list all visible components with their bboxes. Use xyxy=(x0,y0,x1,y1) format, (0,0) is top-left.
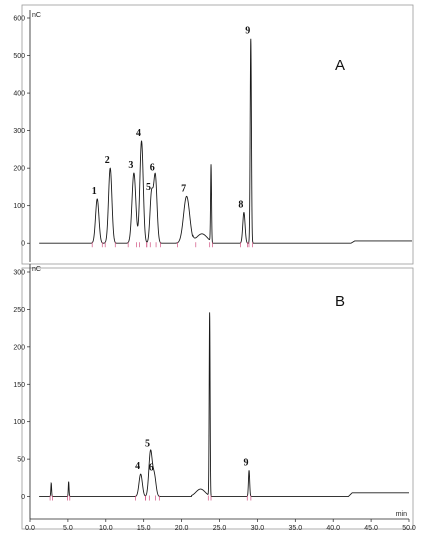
peak-label: 4 xyxy=(136,128,141,139)
x-tick-label: 45.0 xyxy=(364,525,378,532)
x-tick-label: 35.0 xyxy=(288,525,302,532)
chromatogram-trace xyxy=(39,312,409,497)
peak-label: 1 xyxy=(92,186,97,197)
y-tick-label: 600 xyxy=(13,16,25,23)
x-tick-label: 20.0 xyxy=(175,525,189,532)
y-unit-label: nC xyxy=(32,266,41,273)
x-tick-label: 5.0 xyxy=(63,525,73,532)
y-tick-label: 0 xyxy=(21,241,25,248)
peak-label: 9 xyxy=(244,457,249,468)
peak-label: 8 xyxy=(238,199,243,210)
x-tick-label: 0.0 xyxy=(25,525,35,532)
y-tick-label: 200 xyxy=(13,166,25,173)
y-tick-label: 300 xyxy=(13,270,25,277)
x-tick-label: 30.0 xyxy=(251,525,265,532)
x-unit-label: min xyxy=(396,511,407,518)
panel-title: A xyxy=(335,57,345,74)
chromatogram-trace xyxy=(39,38,412,244)
y-tick-label: 150 xyxy=(13,382,25,389)
x-tick-label: 50.0 xyxy=(402,525,416,532)
y-tick-label: 400 xyxy=(13,91,25,98)
x-tick-label: 15.0 xyxy=(137,525,151,532)
panel-frame xyxy=(21,267,414,530)
y-tick-label: 200 xyxy=(13,344,25,351)
y-tick-label: 300 xyxy=(13,128,25,135)
y-tick-label: 100 xyxy=(13,203,25,210)
y-tick-label: 50 xyxy=(17,457,25,464)
panel-frame xyxy=(21,4,414,265)
y-tick-label: 500 xyxy=(13,53,25,60)
peak-label: 3 xyxy=(128,160,133,171)
x-tick-label: 10.0 xyxy=(99,525,113,532)
y-tick-label: 250 xyxy=(13,307,25,314)
panel-title: B xyxy=(335,293,345,310)
x-tick-label: 40.0 xyxy=(326,525,340,532)
peak-label: 2 xyxy=(105,155,110,166)
peak-label: 6 xyxy=(149,463,154,474)
y-tick-label: 0 xyxy=(21,494,25,501)
peak-label: 5 xyxy=(145,439,150,450)
peak-label: 6 xyxy=(150,163,155,174)
peak-label: 4 xyxy=(135,461,140,472)
peak-label: 7 xyxy=(181,183,186,194)
chromatogram-panel-b: 0 50 100 150 200 250 300 nC 0.0 5.0 10.0 15.0 20.0 25… xyxy=(13,264,416,532)
x-tick-label: 25.0 xyxy=(213,525,227,532)
peak-label: 9 xyxy=(245,26,250,37)
chromatogram-panel-a: 0 100 200 300 400 500 600 nC A 1 2 3 4 5 6 7 8 9 xyxy=(13,4,414,265)
y-tick-label: 100 xyxy=(13,419,25,426)
y-unit-label: nC xyxy=(32,12,41,19)
peak-label: 5 xyxy=(146,182,151,193)
